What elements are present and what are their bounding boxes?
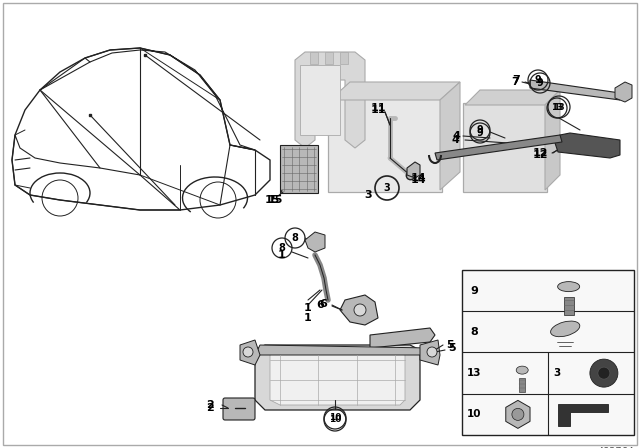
- Text: 9: 9: [534, 75, 541, 85]
- Text: 8: 8: [278, 243, 285, 253]
- Text: 8: 8: [470, 327, 477, 337]
- Text: 9: 9: [470, 286, 478, 296]
- Text: 1: 1: [304, 303, 312, 313]
- Polygon shape: [305, 232, 325, 252]
- Text: 5: 5: [448, 343, 456, 353]
- FancyBboxPatch shape: [310, 52, 318, 64]
- FancyBboxPatch shape: [223, 398, 255, 420]
- Text: 10: 10: [329, 415, 341, 425]
- FancyBboxPatch shape: [463, 103, 547, 192]
- Text: 11: 11: [371, 103, 386, 113]
- Text: 14: 14: [410, 173, 426, 183]
- Polygon shape: [340, 295, 378, 325]
- Polygon shape: [506, 401, 530, 428]
- Polygon shape: [255, 345, 430, 355]
- FancyBboxPatch shape: [328, 98, 442, 192]
- Circle shape: [243, 347, 253, 357]
- Polygon shape: [255, 345, 420, 410]
- Text: 13: 13: [553, 103, 565, 112]
- Polygon shape: [558, 405, 608, 426]
- Polygon shape: [295, 52, 365, 148]
- Circle shape: [512, 409, 524, 420]
- Text: 9: 9: [536, 78, 543, 88]
- FancyBboxPatch shape: [462, 270, 634, 435]
- Ellipse shape: [550, 321, 580, 336]
- FancyBboxPatch shape: [519, 378, 525, 392]
- Text: 15: 15: [264, 195, 280, 205]
- Ellipse shape: [557, 282, 580, 292]
- Polygon shape: [370, 328, 435, 348]
- Polygon shape: [545, 90, 560, 190]
- Text: 3: 3: [383, 183, 390, 193]
- Text: 15: 15: [268, 195, 283, 205]
- Text: 13: 13: [551, 103, 563, 112]
- Polygon shape: [240, 340, 260, 365]
- Text: 3: 3: [553, 368, 560, 378]
- Text: 6: 6: [319, 299, 327, 309]
- Polygon shape: [440, 82, 460, 190]
- Text: 12: 12: [532, 148, 548, 158]
- Text: 4: 4: [451, 135, 459, 145]
- Ellipse shape: [590, 359, 618, 387]
- Text: 7: 7: [512, 75, 520, 85]
- Polygon shape: [465, 90, 560, 105]
- Text: 483764: 483764: [597, 447, 634, 448]
- Text: 7: 7: [511, 77, 519, 87]
- Text: 1: 1: [304, 313, 312, 323]
- Text: 6: 6: [316, 300, 324, 310]
- Text: 9: 9: [477, 125, 483, 135]
- Text: 14: 14: [410, 175, 426, 185]
- FancyBboxPatch shape: [564, 297, 573, 314]
- Text: 3: 3: [364, 190, 372, 200]
- Polygon shape: [330, 82, 460, 100]
- Text: 5: 5: [446, 340, 454, 350]
- Ellipse shape: [598, 367, 610, 379]
- Text: 2: 2: [206, 400, 214, 410]
- Polygon shape: [615, 82, 632, 102]
- Text: 10: 10: [329, 414, 341, 422]
- Ellipse shape: [516, 366, 528, 374]
- Text: 8: 8: [292, 233, 298, 243]
- FancyBboxPatch shape: [280, 145, 318, 193]
- Text: 13: 13: [467, 368, 481, 378]
- Polygon shape: [435, 135, 562, 160]
- Text: 9: 9: [477, 128, 483, 138]
- Polygon shape: [300, 65, 340, 135]
- Text: 4: 4: [452, 131, 460, 141]
- Polygon shape: [420, 340, 440, 365]
- Circle shape: [427, 347, 437, 357]
- Text: 1: 1: [278, 250, 286, 260]
- Text: 11: 11: [371, 105, 386, 115]
- Text: 10: 10: [467, 409, 481, 419]
- FancyBboxPatch shape: [340, 52, 348, 64]
- FancyBboxPatch shape: [325, 52, 333, 64]
- Polygon shape: [555, 133, 620, 158]
- Text: 12: 12: [532, 150, 548, 160]
- Polygon shape: [270, 350, 405, 405]
- Polygon shape: [407, 162, 420, 178]
- Circle shape: [354, 304, 366, 316]
- Polygon shape: [530, 80, 620, 100]
- Text: 2: 2: [206, 403, 214, 413]
